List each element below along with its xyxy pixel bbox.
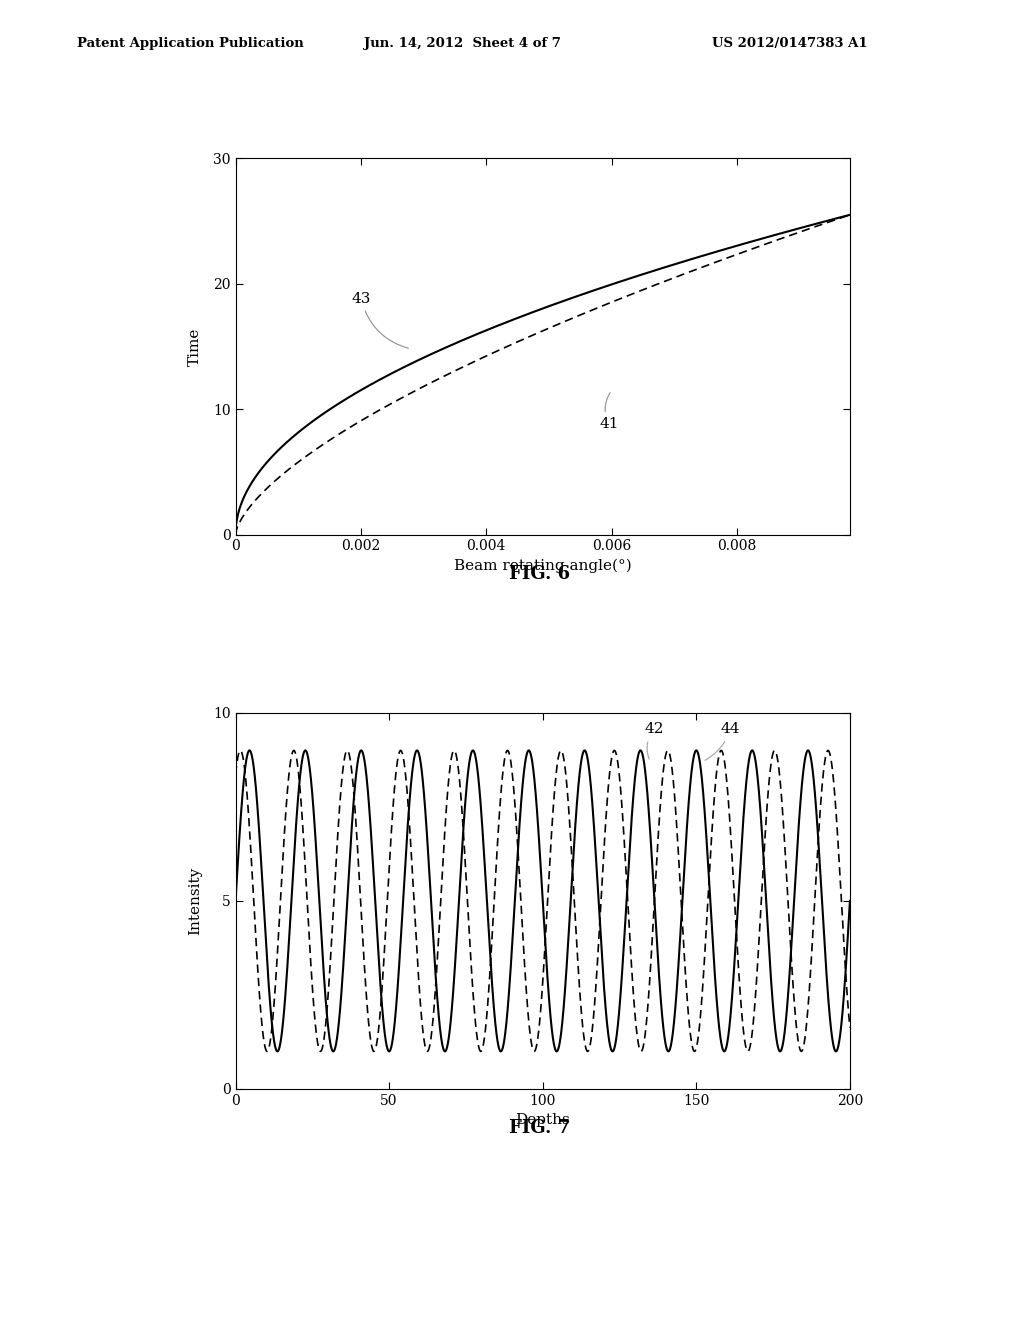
Text: 42: 42 (644, 722, 664, 759)
Text: 44: 44 (705, 722, 740, 760)
Text: FIG. 7: FIG. 7 (509, 1119, 570, 1138)
Text: US 2012/0147383 A1: US 2012/0147383 A1 (712, 37, 867, 50)
Text: Patent Application Publication: Patent Application Publication (77, 37, 303, 50)
Text: Jun. 14, 2012  Sheet 4 of 7: Jun. 14, 2012 Sheet 4 of 7 (364, 37, 560, 50)
X-axis label: Depths: Depths (515, 1113, 570, 1127)
Y-axis label: Time: Time (188, 327, 202, 366)
X-axis label: Beam rotating angle(°): Beam rotating angle(°) (454, 558, 632, 573)
Text: FIG. 6: FIG. 6 (509, 565, 570, 583)
Text: 41: 41 (599, 392, 618, 432)
Y-axis label: Intensity: Intensity (188, 867, 202, 935)
Text: 43: 43 (351, 292, 409, 348)
